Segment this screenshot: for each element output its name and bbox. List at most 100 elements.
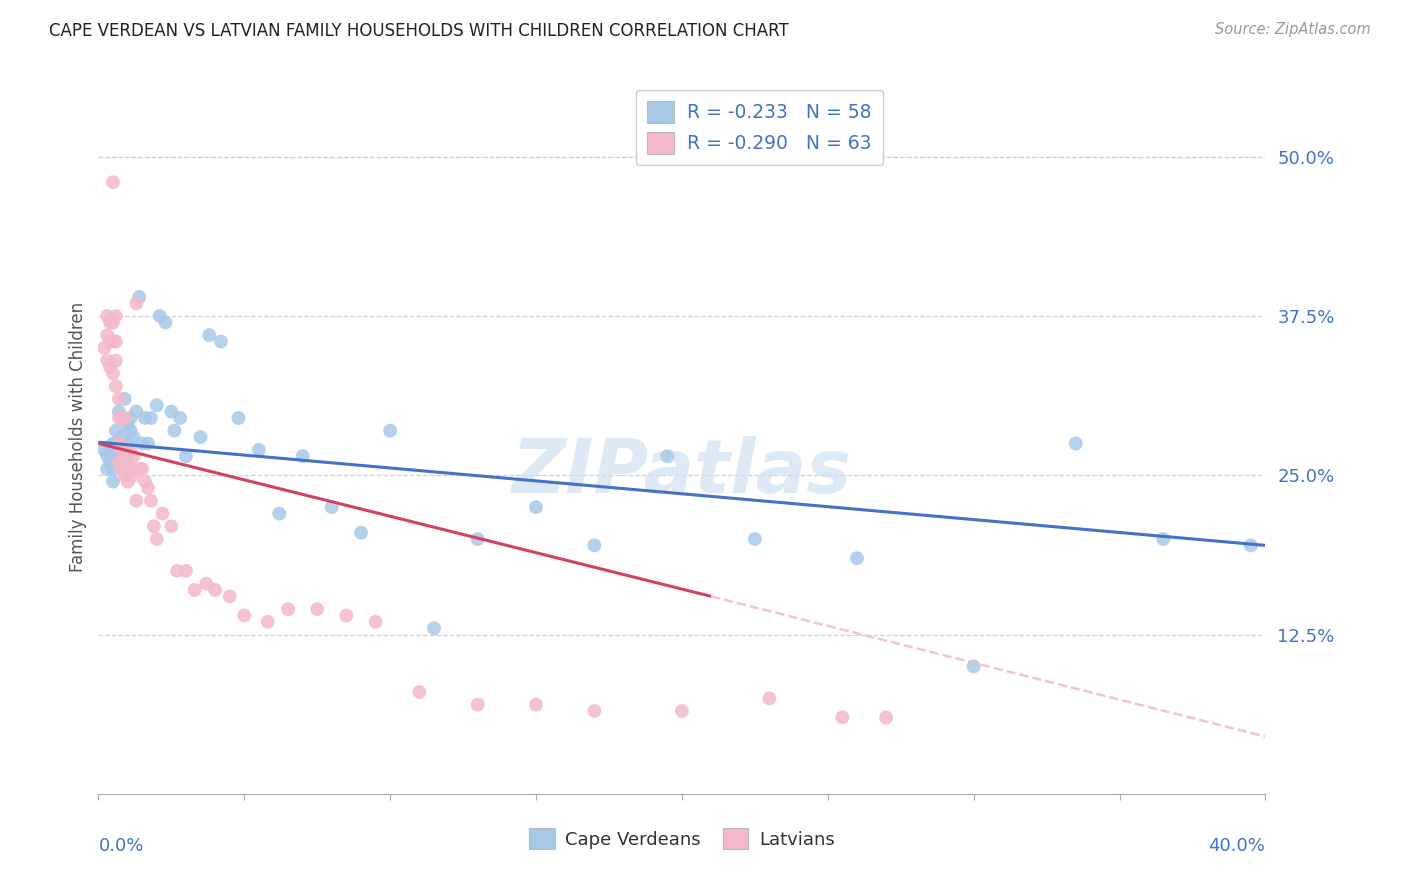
Point: [98, 334, 121, 349]
Point: [117, 456, 139, 470]
Point: [108, 404, 131, 418]
Point: [152, 507, 174, 521]
Point: [744, 532, 766, 546]
Text: CAPE VERDEAN VS LATVIAN FAMILY HOUSEHOLDS WITH CHILDREN CORRELATION CHART: CAPE VERDEAN VS LATVIAN FAMILY HOUSEHOLD…: [49, 22, 789, 40]
Point: [98, 442, 121, 457]
Point: [671, 704, 693, 718]
Text: Source: ZipAtlas.com: Source: ZipAtlas.com: [1215, 22, 1371, 37]
Point: [101, 462, 124, 476]
Point: [846, 551, 869, 566]
Point: [962, 659, 984, 673]
Point: [423, 621, 446, 635]
Point: [122, 468, 145, 483]
Point: [104, 379, 127, 393]
Point: [101, 334, 124, 349]
Point: [209, 334, 232, 349]
Point: [120, 411, 142, 425]
Point: [277, 602, 299, 616]
Point: [166, 564, 188, 578]
Point: [101, 315, 124, 329]
Point: [758, 691, 780, 706]
Point: [108, 456, 131, 470]
Point: [111, 411, 134, 425]
Point: [96, 449, 118, 463]
Point: [149, 309, 172, 323]
Point: [104, 436, 127, 450]
Point: [101, 456, 124, 470]
Point: [134, 475, 156, 489]
Point: [467, 698, 489, 712]
Point: [228, 411, 250, 425]
Point: [307, 602, 329, 616]
Point: [108, 456, 131, 470]
Point: [108, 436, 131, 450]
Text: 40.0%: 40.0%: [1209, 837, 1265, 855]
Point: [122, 430, 145, 444]
Point: [96, 309, 118, 323]
Point: [291, 449, 314, 463]
Point: [134, 411, 156, 425]
Point: [101, 436, 124, 450]
Point: [101, 449, 124, 463]
Point: [96, 328, 118, 343]
Point: [174, 449, 197, 463]
Point: [218, 590, 240, 604]
Text: ZIPatlas: ZIPatlas: [512, 436, 852, 509]
Point: [114, 442, 136, 457]
Point: [524, 698, 547, 712]
Point: [101, 175, 124, 189]
Point: [195, 576, 218, 591]
Point: [101, 475, 124, 489]
Point: [174, 564, 197, 578]
Point: [142, 519, 165, 533]
Legend: Cape Verdeans, Latvians: Cape Verdeans, Latvians: [522, 821, 842, 856]
Point: [657, 449, 679, 463]
Point: [104, 309, 127, 323]
Point: [120, 462, 142, 476]
Point: [104, 449, 127, 463]
Point: [104, 353, 127, 368]
Point: [169, 411, 191, 425]
Point: [1064, 436, 1087, 450]
Point: [146, 532, 169, 546]
Point: [122, 449, 145, 463]
Point: [131, 462, 153, 476]
Point: [131, 436, 153, 450]
Point: [114, 411, 136, 425]
Point: [321, 500, 343, 515]
Point: [101, 367, 124, 381]
Point: [128, 290, 150, 304]
Point: [111, 411, 134, 425]
Point: [1240, 538, 1263, 552]
Point: [269, 507, 291, 521]
Point: [111, 442, 134, 457]
Point: [1152, 532, 1174, 546]
Point: [111, 430, 134, 444]
Point: [524, 500, 547, 515]
Point: [139, 411, 162, 425]
Point: [875, 710, 897, 724]
Point: [233, 608, 256, 623]
Point: [98, 315, 121, 329]
Point: [160, 404, 183, 418]
Text: 0.0%: 0.0%: [98, 837, 143, 855]
Point: [111, 462, 134, 476]
Point: [120, 424, 142, 438]
Point: [256, 615, 278, 629]
Point: [190, 430, 212, 444]
Point: [117, 442, 139, 457]
Point: [146, 398, 169, 412]
Point: [204, 582, 226, 597]
Point: [128, 462, 150, 476]
Point: [125, 493, 148, 508]
Point: [364, 615, 387, 629]
Point: [117, 436, 139, 450]
Point: [114, 392, 136, 406]
Point: [163, 424, 186, 438]
Point: [380, 424, 402, 438]
Point: [583, 538, 606, 552]
Point: [583, 704, 606, 718]
Y-axis label: Family Households with Children: Family Households with Children: [69, 302, 87, 572]
Point: [104, 334, 127, 349]
Point: [160, 519, 183, 533]
